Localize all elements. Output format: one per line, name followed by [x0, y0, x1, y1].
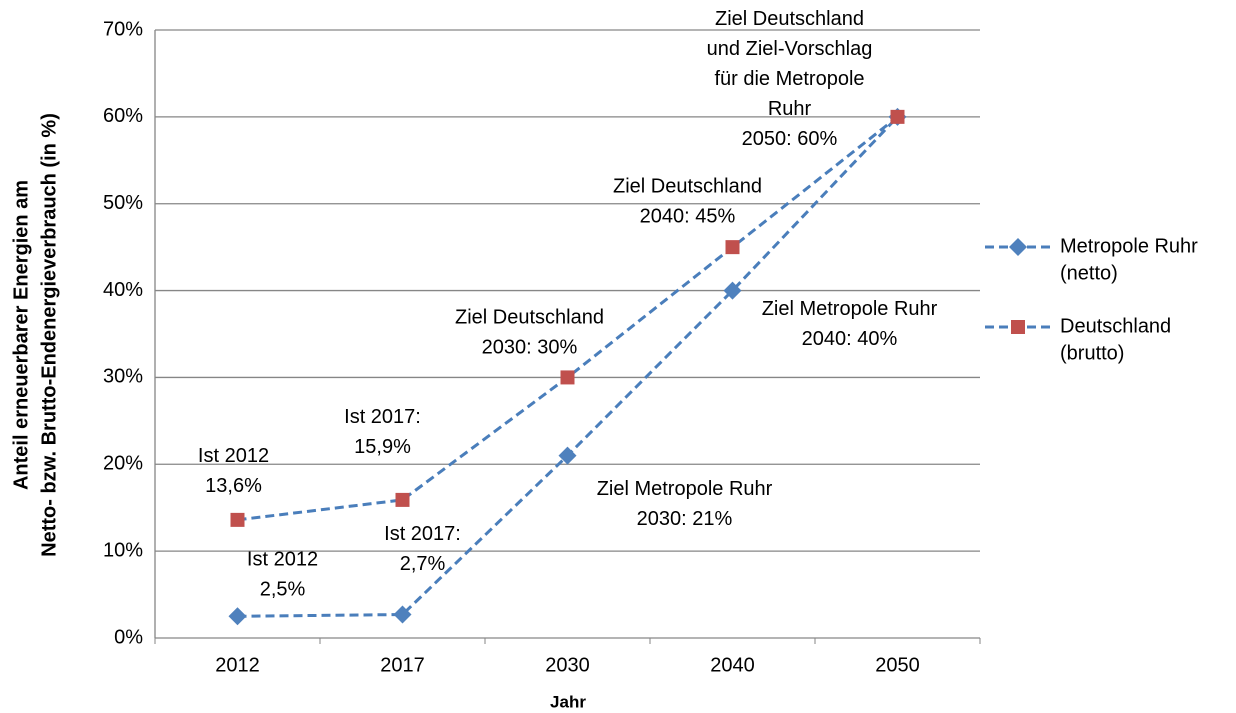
data-label: für die Metropole [714, 68, 864, 90]
marker [393, 605, 412, 624]
marker [558, 446, 577, 465]
x-tick-label: 2030 [545, 654, 590, 676]
data-label: 2040: 45% [640, 205, 736, 227]
marker [725, 240, 740, 255]
data-label: Ruhr [768, 98, 812, 120]
y-tick-label: 50% [103, 192, 143, 214]
y-axis-title-line: Anteil erneuerbarer Energien am [10, 180, 32, 490]
data-label: 15,9% [354, 436, 411, 458]
y-tick-label: 60% [103, 105, 143, 127]
x-tick-label: 2017 [380, 654, 425, 676]
data-label: 2040: 40% [802, 328, 898, 350]
legend-label: Deutschland [1060, 315, 1171, 337]
legend-label: (netto) [1060, 262, 1118, 284]
data-label: Ziel Deutschland [613, 175, 762, 197]
marker [1011, 320, 1025, 334]
data-label: Ziel Metropole Ruhr [762, 298, 938, 320]
y-tick-label: 0% [114, 626, 143, 648]
data-label: 2030: 30% [482, 337, 578, 359]
y-tick-label: 20% [103, 453, 143, 475]
data-label: 2050: 60% [742, 128, 838, 150]
data-label: 13,6% [205, 475, 262, 497]
x-tick-label: 2012 [215, 654, 260, 676]
data-label: 2030: 21% [637, 508, 733, 530]
y-tick-label: 70% [103, 18, 143, 40]
legend-label: (brutto) [1060, 342, 1124, 364]
marker [890, 109, 905, 124]
data-label: Ziel Metropole Ruhr [597, 478, 773, 500]
marker [395, 492, 410, 507]
y-axis-title: Anteil erneuerbarer Energien am Netto- b… [10, 113, 60, 557]
legend-label: Metropole Ruhr [1060, 235, 1198, 257]
y-tick-label: 40% [103, 279, 143, 301]
data-label: Ist 2017: [384, 523, 461, 545]
y-tick-label: 10% [103, 539, 143, 561]
marker [1009, 238, 1027, 256]
data-label: 2,5% [260, 579, 306, 601]
data-label: und Ziel-Vorschlag [707, 38, 873, 60]
data-label: Ist 2012 [198, 445, 269, 467]
marker [723, 281, 742, 300]
marker [560, 370, 575, 385]
x-tick-label: 2050 [875, 654, 920, 676]
data-label: Ist 2012 [247, 549, 318, 571]
data-label: Ziel Deutschland [715, 8, 864, 30]
data-label: 2,7% [400, 553, 446, 575]
y-tick-label: 30% [103, 366, 143, 388]
data-label: Ist 2017: [344, 406, 421, 428]
x-axis-title: Jahr [550, 692, 586, 711]
y-axis-title-line: Netto- bzw. Brutto-Endenergieverbrauch (… [38, 113, 60, 557]
marker [230, 512, 245, 527]
data-label: Ziel Deutschland [455, 307, 604, 329]
x-tick-label: 2040 [710, 654, 755, 676]
series-line [237, 115, 899, 618]
marker [228, 607, 247, 626]
